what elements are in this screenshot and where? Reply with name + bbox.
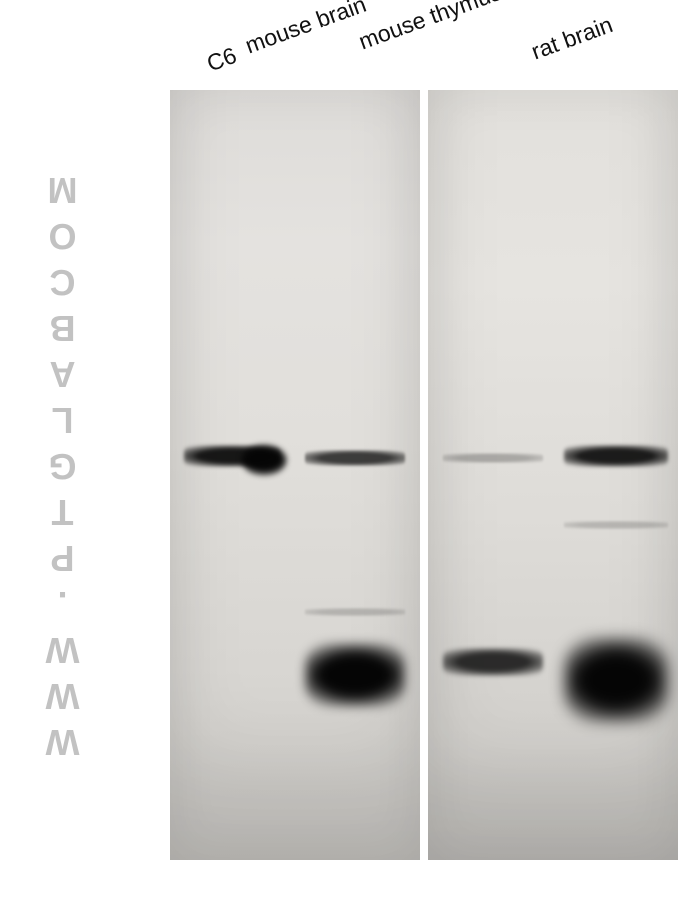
western-blot-figure: C6 mouse brainmouse thymus rat brain 250 k… <box>0 0 700 903</box>
blot-band <box>305 608 405 616</box>
blot-band <box>443 648 543 676</box>
blot-panel <box>170 90 420 860</box>
molecular-weight-ladder: 250 kDa→150 kDa→100 kDa→70 kDa→50 kDa→40… <box>0 0 170 903</box>
blot-band <box>241 444 287 476</box>
blot-band <box>564 445 668 467</box>
blot-panel <box>428 90 678 860</box>
blot-band <box>443 453 543 463</box>
blot-band <box>564 521 668 529</box>
blot-area <box>170 90 678 860</box>
blot-band <box>305 643 405 707</box>
lane-label: mouse brain <box>242 0 361 34</box>
blot-membrane-bg <box>428 90 678 860</box>
lane-label: mouse thymus <box>355 0 496 30</box>
blot-band <box>305 450 405 466</box>
lane-label: rat brain <box>528 11 607 40</box>
lane-label: C6 <box>203 42 231 52</box>
blot-membrane-bg <box>170 90 420 860</box>
blot-band <box>564 637 668 723</box>
